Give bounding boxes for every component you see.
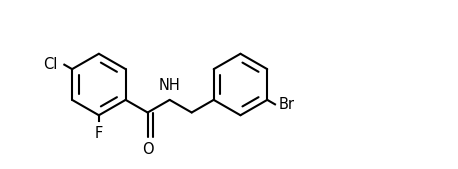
Text: F: F <box>95 126 103 141</box>
Text: NH: NH <box>159 78 180 93</box>
Text: Br: Br <box>278 97 294 112</box>
Text: Cl: Cl <box>43 57 58 72</box>
Text: O: O <box>142 142 153 156</box>
